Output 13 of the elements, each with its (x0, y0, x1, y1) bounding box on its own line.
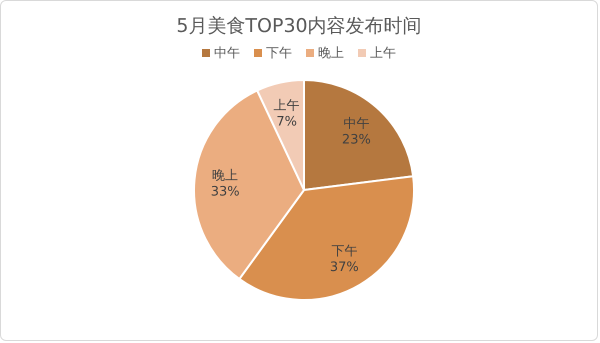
data-label: 37% (330, 260, 359, 276)
legend-label: 中午 (213, 45, 240, 62)
legend-label: 下午 (265, 45, 292, 62)
data-label: 7% (276, 114, 298, 130)
legend-label: 上午 (369, 45, 396, 62)
slice-label: 中午 (343, 116, 370, 132)
chart-title: 5月美食TOP30内容发布时间 (175, 14, 423, 39)
data-label: 23% (342, 132, 371, 148)
data-label: 33% (210, 184, 240, 200)
legend-label: 晚上 (317, 45, 344, 62)
slice-label: 晚上 (212, 168, 238, 184)
slice-label: 上午 (274, 98, 300, 114)
slice-label: 下午 (331, 244, 358, 260)
